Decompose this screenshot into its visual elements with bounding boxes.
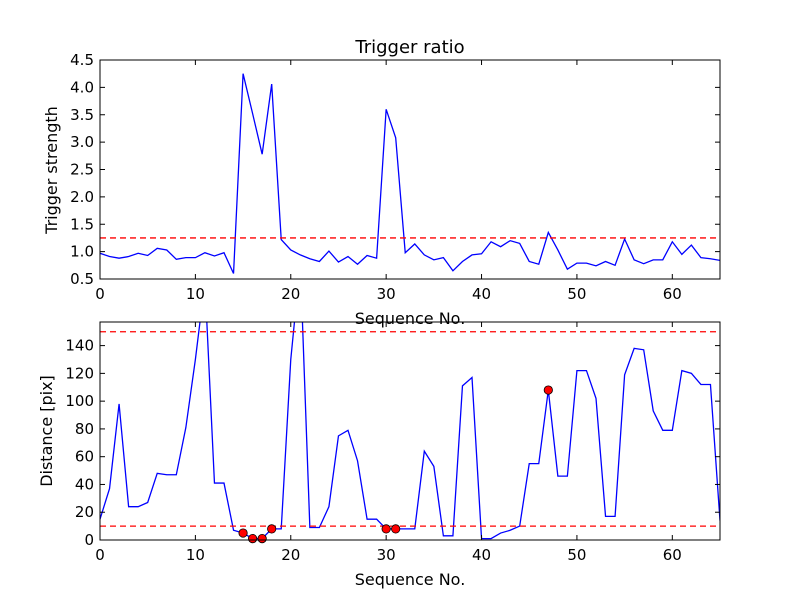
x-tick-label: 30 xyxy=(377,546,396,564)
data-marker xyxy=(248,534,258,544)
x-tick-label: 40 xyxy=(472,546,491,564)
x-tick-label: 60 xyxy=(663,546,682,564)
x-axis-label: Sequence No. xyxy=(355,570,466,589)
y-tick-label: 20 xyxy=(75,503,94,521)
x-tick-label: 50 xyxy=(567,285,586,303)
y-tick-label: 0 xyxy=(84,531,94,549)
x-tick-label: 60 xyxy=(663,285,682,303)
y-tick-label: 120 xyxy=(65,364,94,382)
x-tick-label: 10 xyxy=(186,285,205,303)
y-tick-label: 1.5 xyxy=(70,215,94,233)
y-tick-label: 60 xyxy=(75,448,94,466)
y-axis-label: Distance [pix] xyxy=(37,375,56,487)
y-tick-label: 40 xyxy=(75,475,94,493)
data-marker xyxy=(391,524,401,534)
y-tick-label: 100 xyxy=(65,392,94,410)
y-axis-label: Trigger strength xyxy=(42,106,61,235)
y-tick-label: 80 xyxy=(75,420,94,438)
y-tick-label: 4.0 xyxy=(70,78,94,96)
y-tick-label: 4.5 xyxy=(70,51,94,69)
plot-area xyxy=(100,73,720,274)
data-marker xyxy=(543,385,553,395)
x-axis-label: Sequence No. xyxy=(355,309,466,328)
trigger-ratio-chart: Trigger ratio Sequence No. Trigger stren… xyxy=(42,37,721,328)
y-tick-label: 2.0 xyxy=(70,188,94,206)
x-tick-label: 40 xyxy=(472,285,491,303)
axes-frame xyxy=(99,321,721,541)
y-tick-label: 1.0 xyxy=(70,243,94,261)
series-line xyxy=(100,73,720,274)
data-marker xyxy=(257,534,267,544)
data-marker xyxy=(381,524,391,534)
series-line xyxy=(100,322,720,540)
x-tick-label: 30 xyxy=(377,285,396,303)
data-marker xyxy=(267,524,277,534)
x-tick-label: 20 xyxy=(281,285,300,303)
y-tick-label: 3.5 xyxy=(70,106,94,124)
y-tick-label: 2.5 xyxy=(70,161,94,179)
data-marker xyxy=(238,528,248,538)
y-tick-label: 140 xyxy=(65,337,94,355)
chart-title: Trigger ratio xyxy=(354,37,464,58)
y-tick-label: 3.0 xyxy=(70,133,94,151)
x-tick-label: 0 xyxy=(95,546,105,564)
x-tick-label: 10 xyxy=(186,546,205,564)
distance-chart: Sequence No. Distance [pix] 0 10 20 30 40 50 6… xyxy=(37,321,721,589)
y-tick-label: 0.5 xyxy=(70,270,94,288)
x-tick-label: 0 xyxy=(95,285,105,303)
plot-area xyxy=(100,322,720,540)
x-tick-label: 50 xyxy=(567,546,586,564)
x-tick-label: 20 xyxy=(281,546,300,564)
